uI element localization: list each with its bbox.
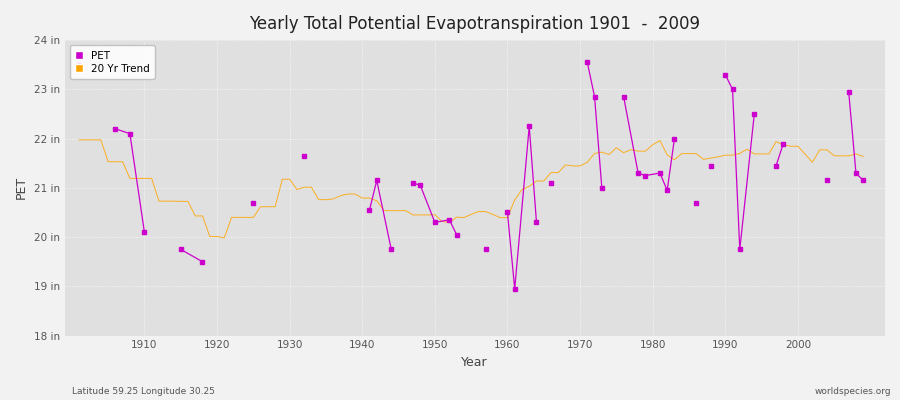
X-axis label: Year: Year	[462, 356, 488, 369]
Title: Yearly Total Potential Evapotranspiration 1901  -  2009: Yearly Total Potential Evapotranspiratio…	[249, 15, 700, 33]
Legend: PET, 20 Yr Trend: PET, 20 Yr Trend	[70, 45, 155, 79]
Text: worldspecies.org: worldspecies.org	[814, 387, 891, 396]
Y-axis label: PET: PET	[15, 176, 28, 200]
Text: Latitude 59.25 Longitude 30.25: Latitude 59.25 Longitude 30.25	[72, 387, 215, 396]
